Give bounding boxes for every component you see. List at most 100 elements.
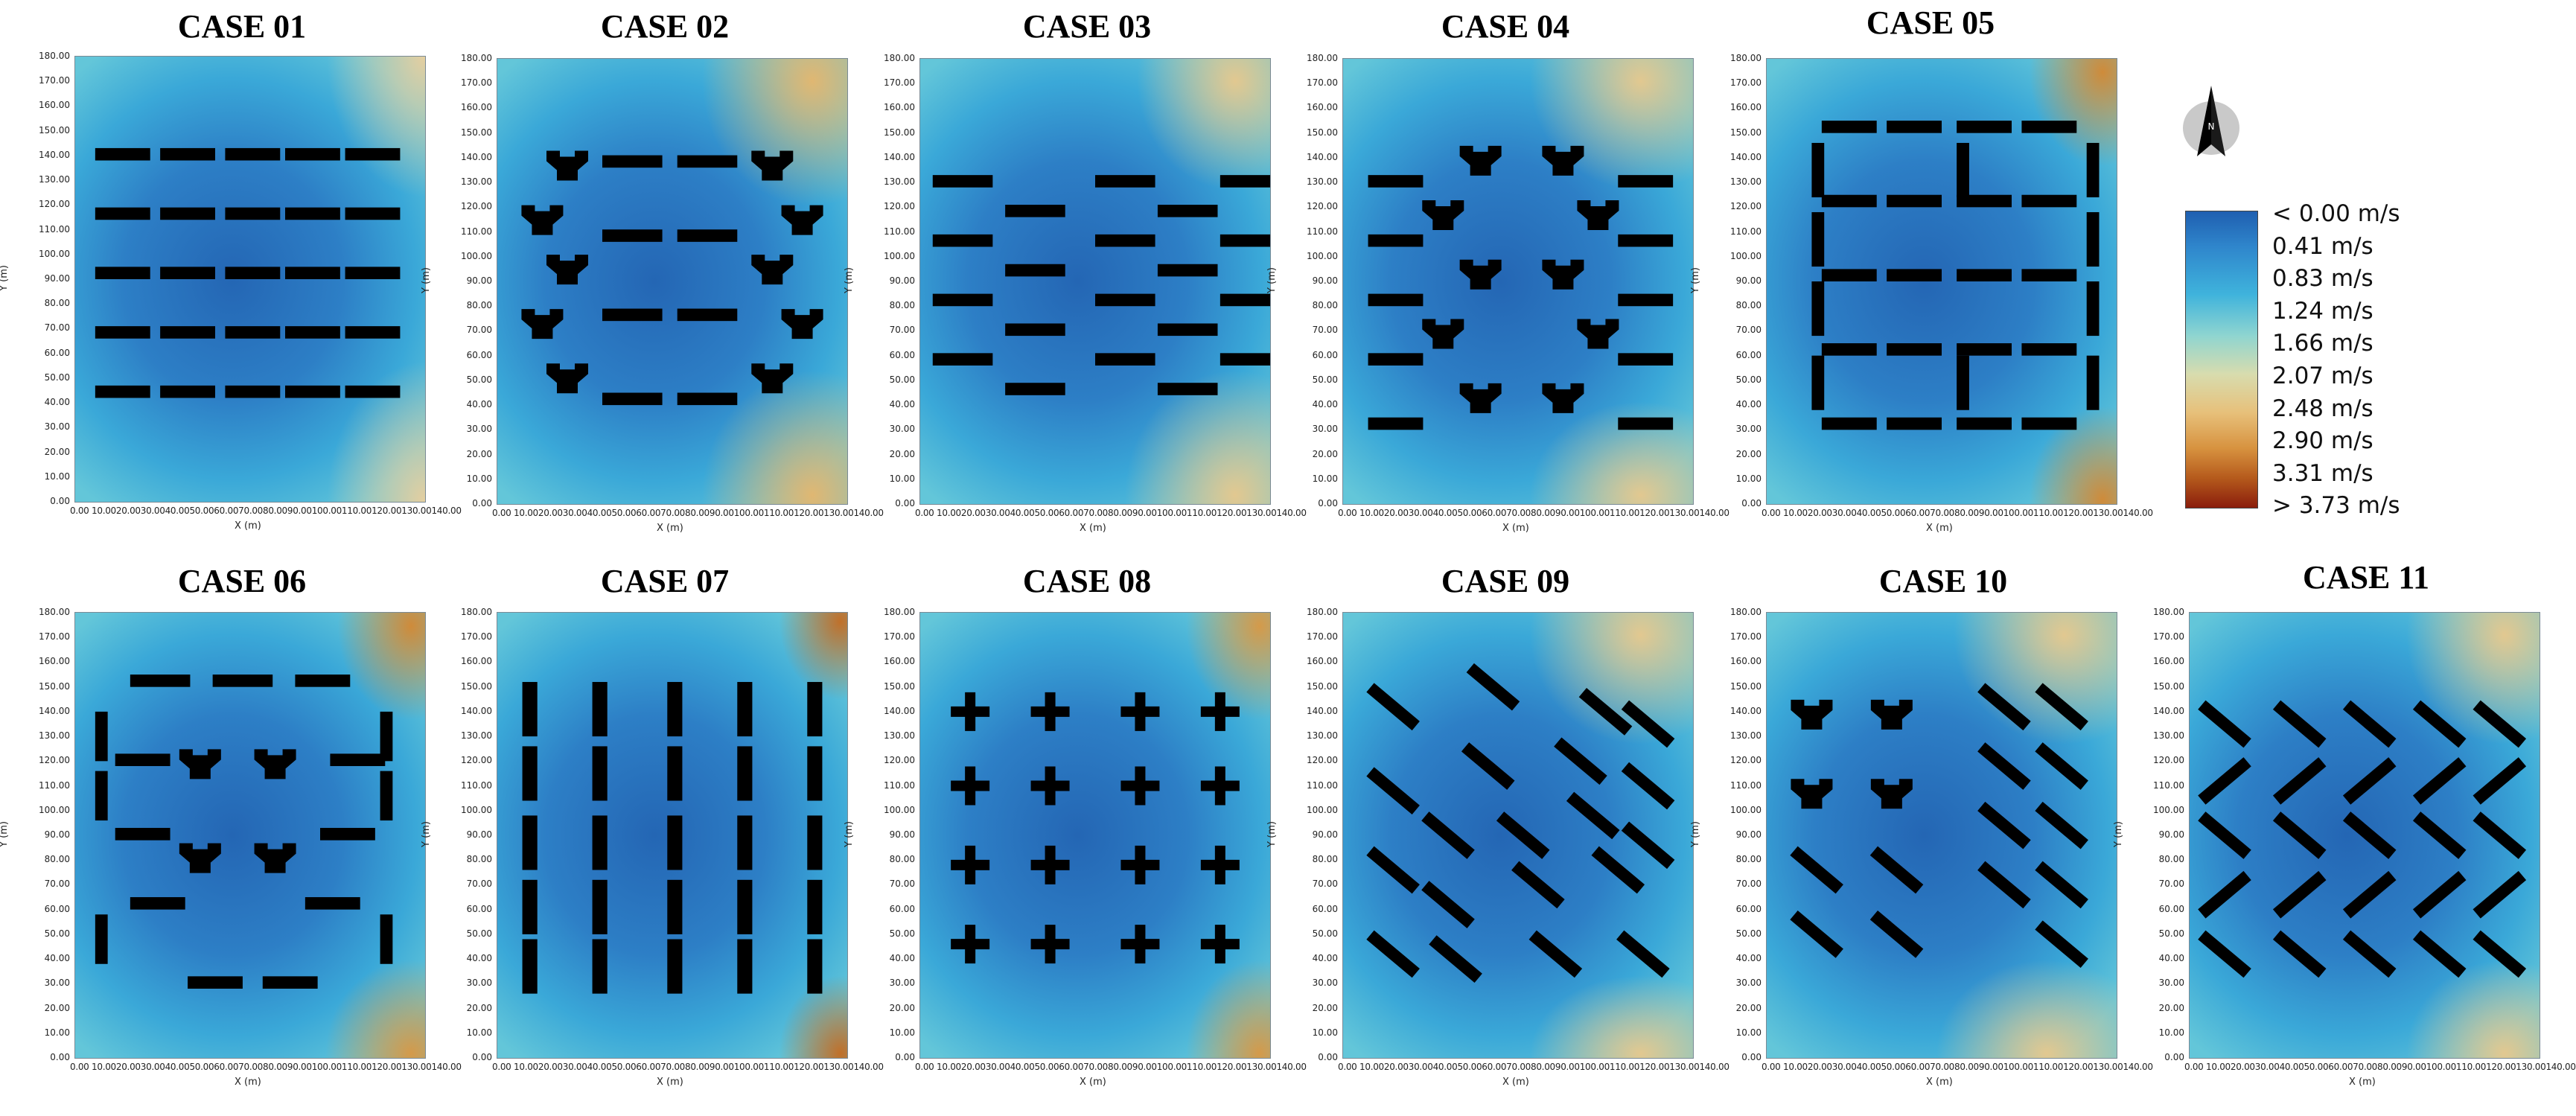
building-block bbox=[254, 843, 296, 873]
building-block bbox=[2272, 870, 2327, 919]
velocity-colorbar bbox=[2185, 211, 2258, 508]
y-tick-label: 90.00 bbox=[1735, 275, 1762, 286]
y-tick-label: 150.00 bbox=[1730, 127, 1762, 138]
building-block bbox=[751, 363, 794, 394]
y-tick-label: 50.00 bbox=[2158, 928, 2184, 939]
building-block bbox=[285, 385, 340, 398]
velocity-field-plot bbox=[919, 612, 1271, 1059]
y-tick-label: 10.00 bbox=[466, 1027, 492, 1038]
building-block bbox=[1869, 911, 1924, 958]
y-tick-label: 60.00 bbox=[1735, 903, 1762, 914]
y-tick-label: 20.00 bbox=[1735, 1002, 1762, 1013]
building-block bbox=[951, 766, 990, 806]
y-tick-label: 40.00 bbox=[2158, 953, 2184, 964]
building-block bbox=[1459, 383, 1502, 413]
y-tick-label: 150.00 bbox=[1730, 680, 1762, 692]
case-title: CASE 01 bbox=[177, 8, 307, 45]
building-block bbox=[781, 205, 823, 235]
y-tick-label: 180.00 bbox=[1730, 53, 1762, 63]
building-block bbox=[1869, 846, 1924, 894]
building-block bbox=[932, 293, 993, 307]
building-block bbox=[677, 392, 738, 406]
y-tick-label: 30.00 bbox=[466, 424, 492, 435]
y-tick-label: 180.00 bbox=[461, 53, 492, 63]
y-tick-label: 140.00 bbox=[2153, 705, 2184, 716]
y-tick-label: 160.00 bbox=[1307, 656, 1338, 667]
y-tick-label: 80.00 bbox=[2158, 854, 2184, 865]
building-block bbox=[1618, 353, 1674, 366]
y-tick-label: 130.00 bbox=[1730, 176, 1762, 188]
building-block bbox=[592, 939, 608, 994]
x-tick-labels: 0.00 10.0020.0030.0040.0050.0060.0070.00… bbox=[70, 1062, 462, 1072]
building-block bbox=[1095, 234, 1155, 247]
y-tick-label: 120.00 bbox=[39, 199, 70, 210]
y-tick-label: 170.00 bbox=[1730, 631, 1762, 643]
y-tick-label: 50.00 bbox=[44, 928, 70, 939]
y-tick-label: 130.00 bbox=[884, 176, 915, 188]
building-block bbox=[380, 914, 393, 964]
building-block bbox=[2035, 861, 2088, 909]
building-block bbox=[2086, 281, 2100, 337]
building-block bbox=[1368, 234, 1424, 247]
building-block bbox=[1157, 205, 1218, 217]
y-tick-label: 110.00 bbox=[461, 226, 492, 237]
y-tick-label: 110.00 bbox=[2153, 779, 2184, 791]
building-block bbox=[592, 815, 608, 870]
y-tick-label: 40.00 bbox=[466, 953, 492, 964]
y-tick-label: 170.00 bbox=[39, 75, 70, 86]
building-block bbox=[751, 255, 794, 285]
x-tick-labels: 0.00 10.0020.0030.0040.0050.0060.0070.00… bbox=[1762, 1062, 2153, 1072]
building-block bbox=[115, 753, 170, 766]
building-block bbox=[1791, 779, 1833, 809]
y-axis-label: Y (m) bbox=[420, 821, 432, 847]
x-tick-labels: 0.00 10.0020.0030.0040.0050.0060.0070.00… bbox=[70, 506, 462, 516]
x-axis-label: X (m) bbox=[1080, 523, 1106, 534]
y-tick-label: 0.00 bbox=[1741, 498, 1762, 508]
building-block bbox=[1578, 688, 1633, 736]
building-block bbox=[1887, 343, 1942, 356]
building-block bbox=[521, 309, 564, 339]
y-tick-label: 90.00 bbox=[1312, 829, 1338, 840]
y-tick-label: 30.00 bbox=[466, 978, 492, 989]
y-tick-label: 40.00 bbox=[44, 953, 70, 964]
y-tick-label: 100.00 bbox=[461, 804, 492, 815]
y-tick-label: 140.00 bbox=[1730, 705, 1762, 716]
y-tick-label: 60.00 bbox=[2158, 903, 2184, 914]
building-block bbox=[1791, 699, 1833, 730]
y-tick-label: 10.00 bbox=[889, 473, 915, 484]
building-block bbox=[2412, 870, 2467, 919]
y-tick-label: 70.00 bbox=[889, 325, 915, 336]
building-block bbox=[522, 815, 538, 870]
building-block bbox=[2198, 930, 2251, 978]
building-block bbox=[2272, 812, 2327, 859]
building-block bbox=[130, 897, 185, 910]
y-tick-label: 50.00 bbox=[466, 928, 492, 939]
y-tick-label: 180.00 bbox=[39, 607, 70, 617]
case-title: CASE 03 bbox=[1022, 8, 1152, 45]
building-block bbox=[1157, 383, 1218, 395]
building-block bbox=[179, 843, 221, 873]
building-block bbox=[2086, 142, 2100, 198]
building-block bbox=[1005, 205, 1065, 217]
y-tick-label: 160.00 bbox=[884, 102, 915, 113]
y-tick-label: 160.00 bbox=[39, 100, 70, 111]
building-block bbox=[1542, 383, 1584, 413]
building-block bbox=[95, 326, 150, 339]
y-tick-label: 80.00 bbox=[1735, 854, 1762, 865]
y-tick-label: 110.00 bbox=[1730, 779, 1762, 791]
building-block bbox=[1466, 663, 1520, 711]
y-tick-label: 160.00 bbox=[1307, 102, 1338, 113]
building-block bbox=[380, 771, 393, 821]
building-block bbox=[1957, 355, 1969, 410]
y-tick-label: 40.00 bbox=[1735, 953, 1762, 964]
building-block bbox=[320, 828, 375, 841]
building-block bbox=[1496, 812, 1550, 859]
y-tick-label: 80.00 bbox=[1312, 854, 1338, 865]
building-block bbox=[1870, 699, 1913, 730]
y-tick-label: 40.00 bbox=[1312, 953, 1338, 964]
building-block bbox=[592, 879, 608, 934]
x-tick-labels: 0.00 10.0020.0030.0040.0050.0060.0070.00… bbox=[492, 508, 884, 518]
y-tick-label: 20.00 bbox=[44, 446, 70, 457]
building-block bbox=[1200, 692, 1240, 731]
building-block bbox=[1368, 175, 1424, 188]
